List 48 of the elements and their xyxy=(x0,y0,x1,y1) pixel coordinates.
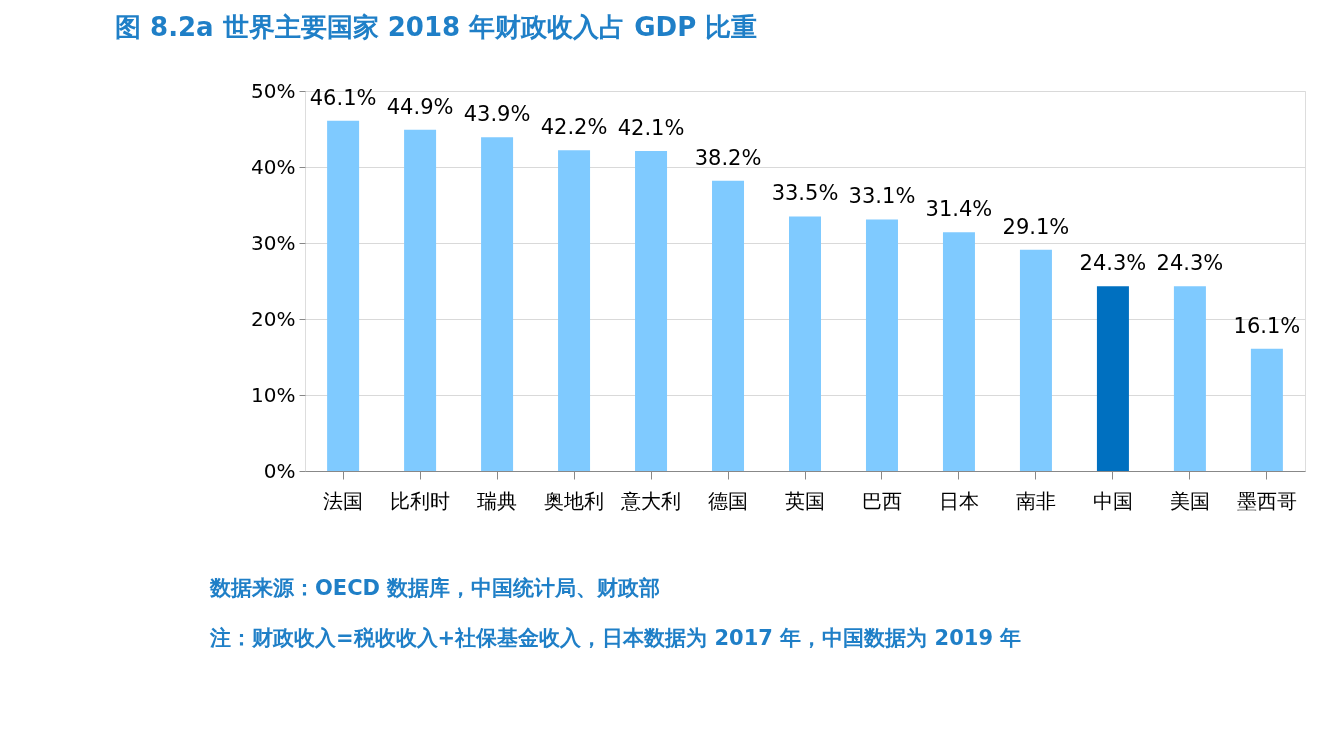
data-label: 46.1% xyxy=(309,85,377,110)
bar xyxy=(558,150,591,471)
data-label: 43.9% xyxy=(463,102,531,127)
x-tick-label: 美国 xyxy=(1169,488,1210,513)
x-tick-label: 法国 xyxy=(323,488,364,513)
bar xyxy=(1250,348,1283,471)
y-tick-label: 30% xyxy=(251,230,296,255)
bar xyxy=(1096,286,1129,471)
bar xyxy=(865,219,898,471)
data-label: 24.3% xyxy=(1079,251,1147,276)
x-tick-label: 德国 xyxy=(708,488,749,513)
bar xyxy=(327,120,360,471)
y-tick-label: 10% xyxy=(251,382,296,407)
y-tick-label: 0% xyxy=(263,458,296,483)
data-label: 42.2% xyxy=(540,115,608,140)
data-label: 33.5% xyxy=(771,181,839,206)
x-tick-label: 英国 xyxy=(785,488,825,513)
data-label: 38.2% xyxy=(694,145,762,170)
data-label: 24.3% xyxy=(1156,251,1224,276)
bar xyxy=(635,151,668,471)
data-label: 44.9% xyxy=(386,94,454,119)
text: 注：财政收入=税收收入+社保基金收入，日本数据为 2017 年，中国数据为 2019 年 xyxy=(209,626,1022,650)
x-tick-label: 意大利 xyxy=(620,488,682,513)
data-label: 16.1% xyxy=(1233,313,1301,338)
data-label: 42.1% xyxy=(617,116,685,141)
bar xyxy=(1019,249,1052,471)
x-tick-label: 南非 xyxy=(1015,488,1056,513)
bar xyxy=(942,232,975,471)
chart-title: 图 8.2a 世界主要国家 2018 年财政收入占 GDP 比重 xyxy=(115,12,758,42)
x-tick-label: 比利时 xyxy=(390,488,451,513)
bar xyxy=(404,129,437,471)
y-tick-label: 40% xyxy=(251,154,296,179)
x-tick-label: 巴西 xyxy=(861,488,902,513)
bar xyxy=(1173,286,1206,471)
y-tick-label: 20% xyxy=(251,306,296,331)
source-note: 数据来源：OECD 数据库，中国统计局、财政部 xyxy=(209,576,661,600)
x-tick-label: 墨西哥 xyxy=(1236,488,1297,513)
data-label: 29.1% xyxy=(1002,214,1070,239)
x-tick-label: 瑞典 xyxy=(477,488,518,513)
x-tick-label: 奥地利 xyxy=(544,488,605,513)
bar xyxy=(789,216,821,471)
x-tick-label: 中国 xyxy=(1092,488,1133,513)
bar xyxy=(481,137,514,471)
data-label: 31.4% xyxy=(925,197,993,222)
y-tick-label: 50% xyxy=(251,78,296,103)
bar xyxy=(712,180,745,471)
data-label: 33.1% xyxy=(848,184,916,209)
x-tick-label: 日本 xyxy=(938,488,979,513)
